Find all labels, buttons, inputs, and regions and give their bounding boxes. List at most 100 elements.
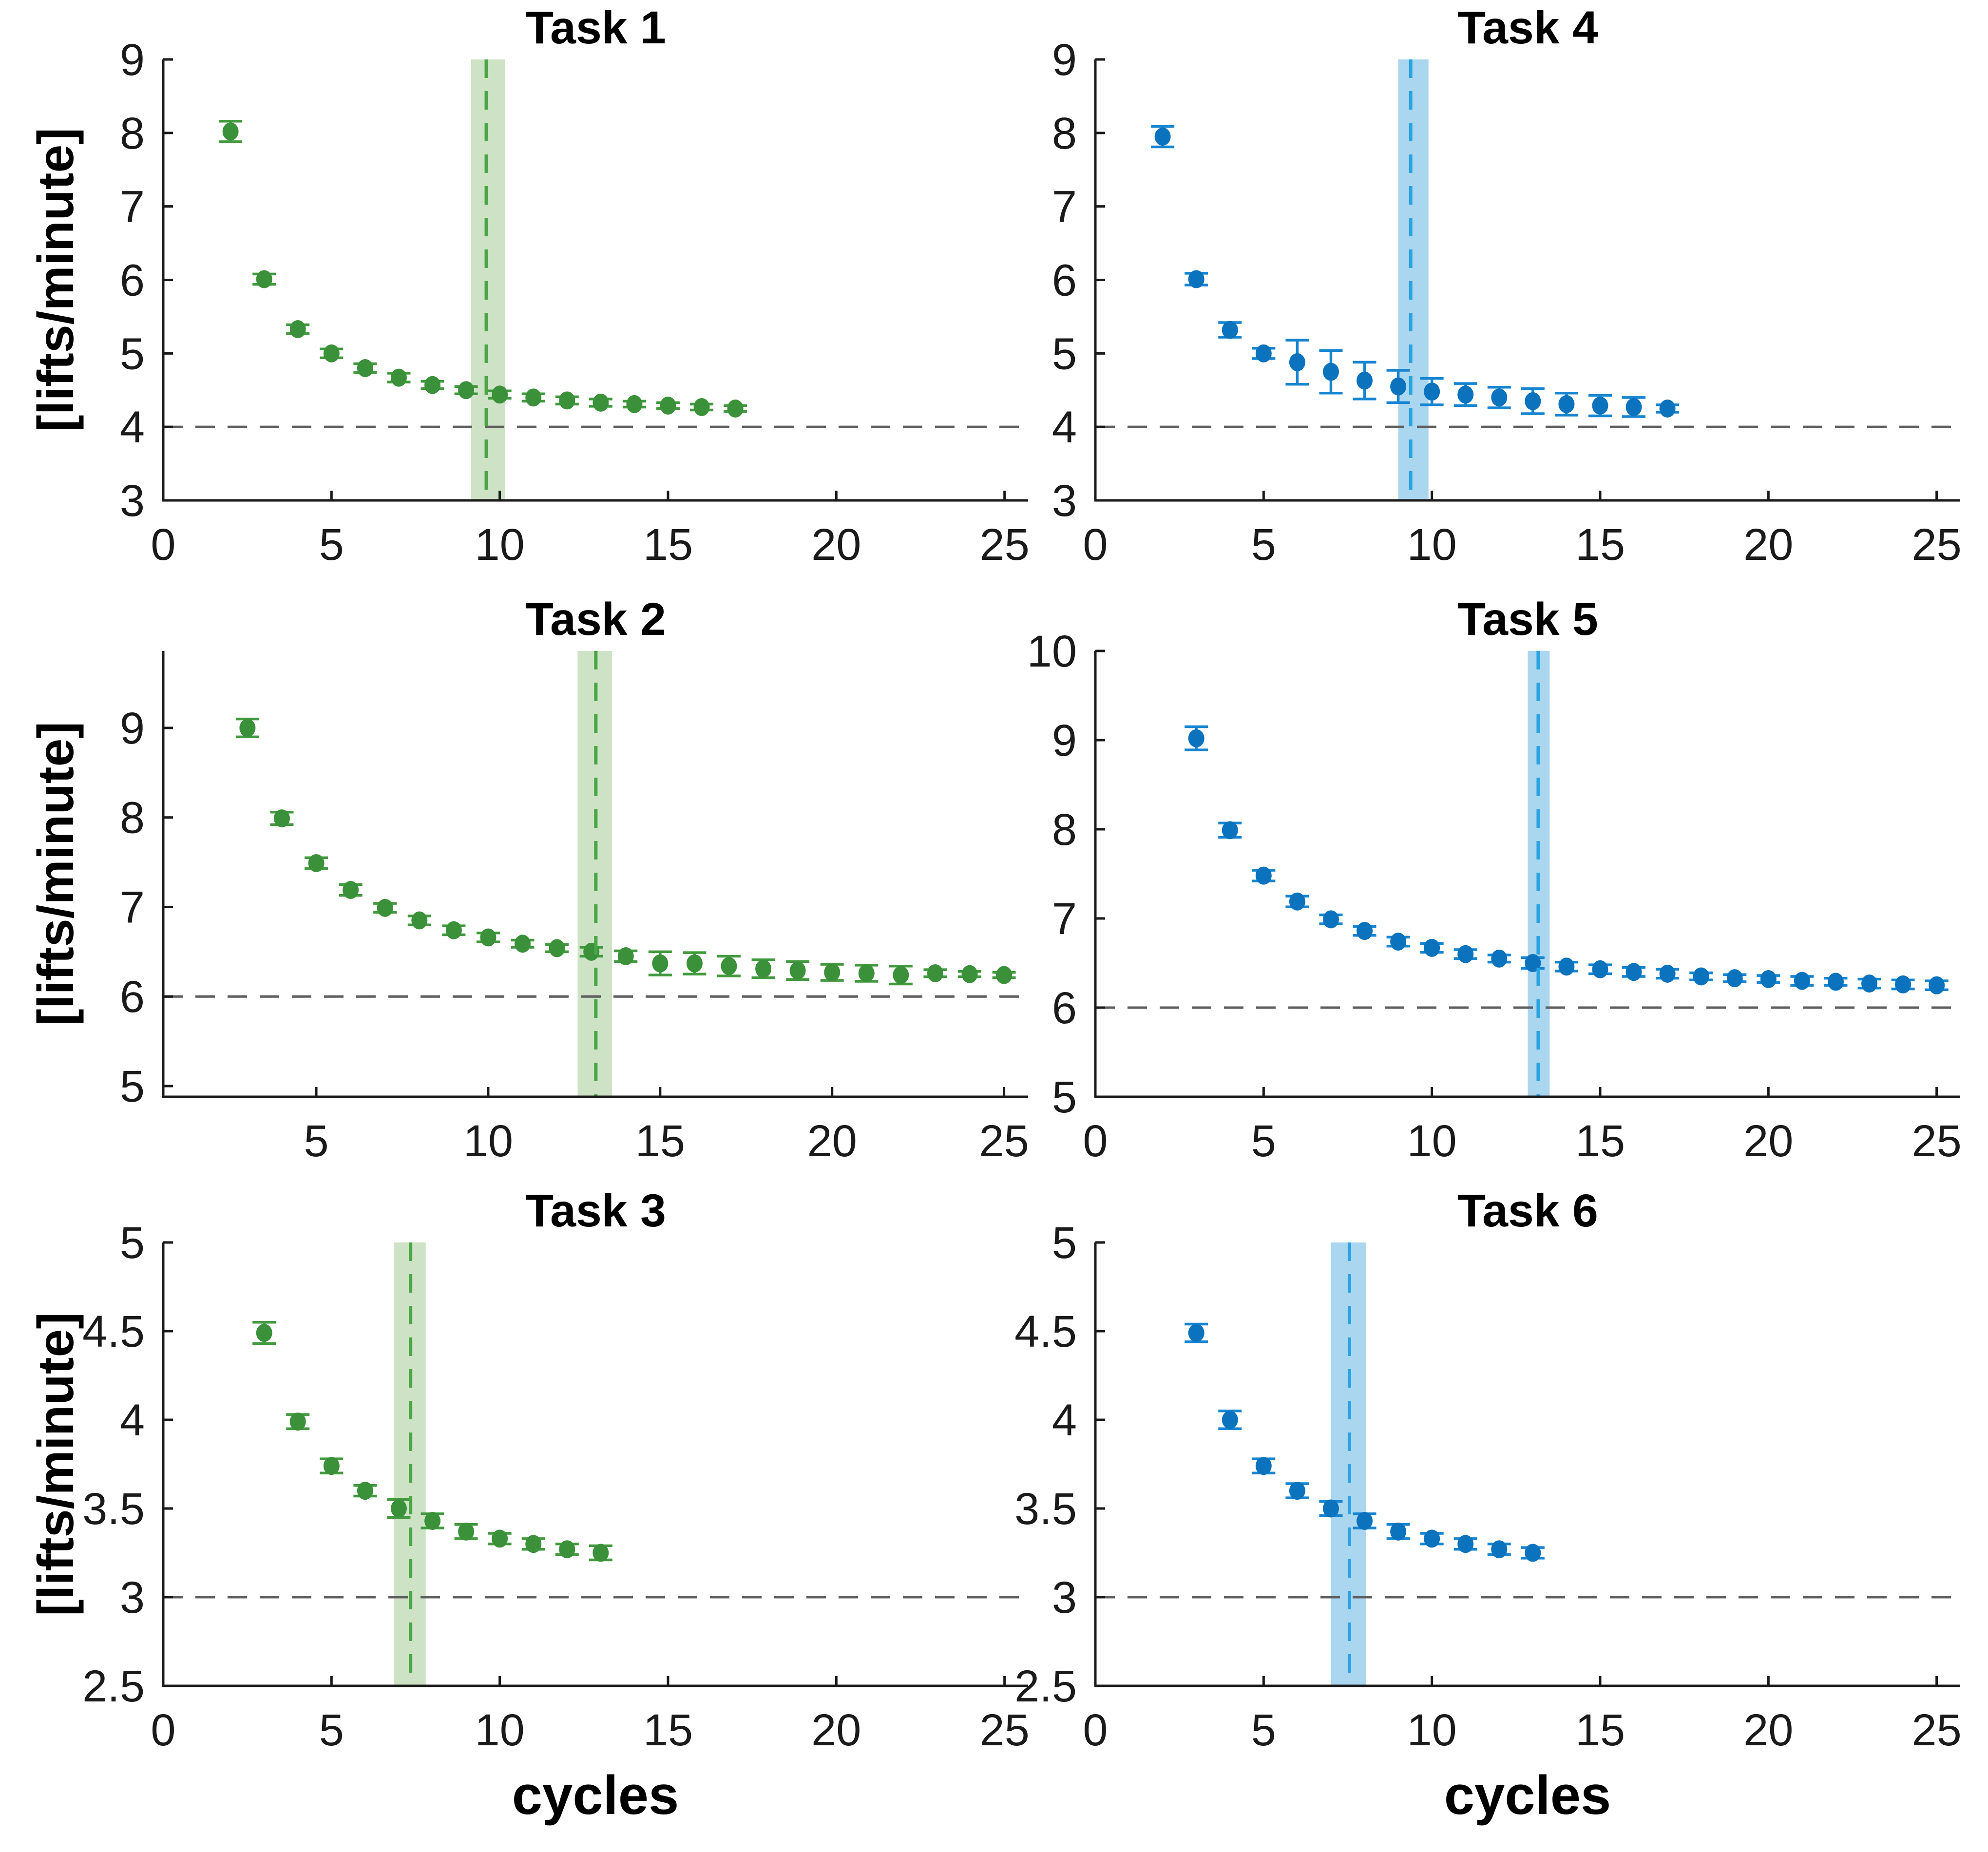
data-point — [1222, 1411, 1238, 1429]
y-tick-label: 8 — [1052, 805, 1077, 855]
data-point — [996, 966, 1013, 984]
data-point — [1255, 866, 1272, 885]
data-point — [1827, 973, 1844, 991]
data-point — [1861, 974, 1878, 993]
y-tick-label: 7 — [120, 182, 145, 232]
data-point — [1188, 1324, 1204, 1342]
x-axis-label-left: cycles — [512, 1765, 679, 1826]
data-point — [273, 809, 290, 828]
data-point — [458, 1522, 475, 1541]
data-point — [343, 881, 359, 899]
x-tick-label: 5 — [1251, 520, 1276, 570]
data-point — [525, 1535, 542, 1553]
x-tick-label: 20 — [1743, 1116, 1793, 1166]
data-point — [525, 388, 542, 407]
data-point — [549, 939, 565, 957]
data-point — [1625, 398, 1642, 416]
data-point — [1491, 1540, 1508, 1559]
x-tick-label: 10 — [1407, 1705, 1456, 1755]
x-tick-label: 20 — [1743, 1705, 1793, 1755]
y-tick-label: 2.5 — [1014, 1661, 1077, 1711]
y-tick-label: 5 — [120, 1062, 145, 1111]
data-point — [1424, 382, 1440, 401]
data-point — [593, 393, 609, 412]
x-tick-label: 0 — [1083, 1705, 1108, 1755]
data-point — [1457, 1535, 1474, 1553]
data-point — [1895, 975, 1912, 993]
x-tick-label: 15 — [1575, 520, 1625, 570]
data-point — [390, 368, 407, 387]
data-point — [559, 391, 575, 410]
task-4-chart: 0 5 10 15 20 25 3 4 5 6 7 8 9 — [1052, 35, 1962, 570]
y-tick-label: 5 — [1052, 329, 1077, 379]
x-tick-label: 25 — [1912, 520, 1961, 570]
data-point — [222, 122, 239, 141]
data-point — [686, 954, 703, 973]
y-tick-label: 9 — [120, 35, 145, 85]
y-tick-label: 7 — [1052, 894, 1077, 944]
y-tick-label: 3.5 — [82, 1484, 145, 1534]
data-point — [1457, 385, 1474, 404]
y-tick-label: 4 — [120, 1395, 145, 1445]
data-point — [693, 398, 710, 416]
y-tick-label: 8 — [120, 793, 145, 843]
data-point — [1390, 933, 1407, 951]
data-point — [927, 964, 943, 982]
y-tick-label: 9 — [1052, 716, 1077, 765]
x-tick-label: 5 — [319, 520, 344, 570]
x-tick-label: 10 — [475, 520, 524, 570]
y-tick-label: 8 — [120, 109, 145, 158]
x-tick-label: 0 — [151, 1705, 175, 1755]
y-tick-label: 5 — [1052, 1218, 1077, 1268]
data-point — [1525, 392, 1541, 410]
task-6-title: Task 6 — [1457, 1185, 1598, 1237]
x-tick-label: 15 — [643, 1705, 693, 1755]
y-tick-label: 7 — [1052, 182, 1077, 232]
x-tick-label: 15 — [1575, 1116, 1625, 1166]
x-tick-label: 20 — [811, 1705, 861, 1755]
x-tick-label: 10 — [475, 1705, 524, 1755]
data-point — [652, 954, 669, 973]
task-6-chart: 0 5 10 15 20 25 2.5 3 3.5 4 4.5 5 — [1014, 1218, 1962, 1755]
data-point — [1525, 1544, 1541, 1562]
x-tick-label: 10 — [463, 1116, 513, 1166]
data-point — [1491, 949, 1508, 968]
data-point — [458, 381, 475, 400]
y-tick-label: 6 — [120, 972, 145, 1022]
data-point — [1693, 967, 1709, 986]
data-point — [1188, 729, 1204, 747]
data-point — [515, 935, 531, 953]
task-5-title: Task 5 — [1457, 593, 1598, 645]
y-tick-label: 4.5 — [82, 1307, 145, 1356]
y-tick-label: 3 — [120, 476, 145, 526]
data-point — [1592, 960, 1608, 978]
data-point — [1357, 922, 1373, 940]
data-point — [727, 399, 744, 418]
y-tick-label: 4 — [1052, 1395, 1077, 1445]
data-point — [1357, 1511, 1373, 1530]
data-point — [1357, 371, 1373, 390]
data-point — [492, 385, 508, 404]
data-point — [1390, 377, 1407, 396]
data-point — [1794, 972, 1810, 990]
data-point — [1726, 969, 1743, 988]
y-tick-label: 5 — [1052, 1072, 1077, 1122]
x-tick-label: 15 — [635, 1116, 685, 1166]
data-point — [1625, 963, 1642, 981]
data-point — [559, 1540, 575, 1559]
data-point — [256, 270, 272, 288]
task-4-title: Task 4 — [1457, 2, 1598, 54]
data-point — [1424, 1529, 1440, 1548]
x-tick-label: 10 — [1407, 520, 1456, 570]
y-tick-label: 6 — [1052, 256, 1077, 305]
x-axis-label-right: cycles — [1444, 1765, 1611, 1826]
y-tick-label: 4 — [120, 402, 145, 452]
x-tick-label: 25 — [1912, 1116, 1961, 1166]
y-tick-label: 9 — [1052, 35, 1077, 85]
data-point — [1390, 1522, 1407, 1541]
y-tick-label: 5 — [120, 329, 145, 379]
x-tick-label: 5 — [1251, 1116, 1276, 1166]
data-point — [893, 966, 909, 984]
y-tick-label: 4 — [1052, 402, 1077, 452]
